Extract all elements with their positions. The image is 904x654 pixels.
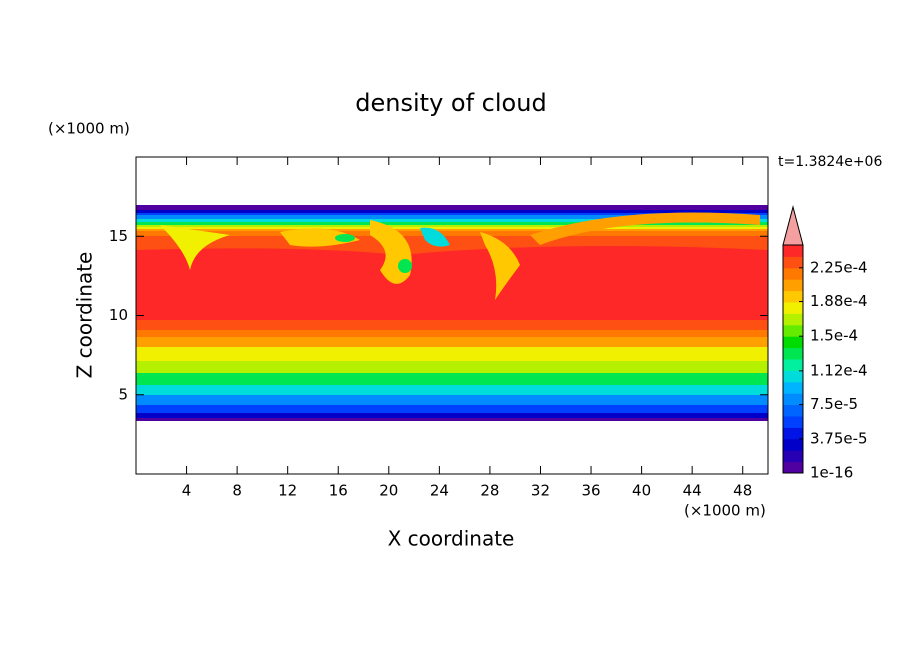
time-annotation: t=1.3824e+06 xyxy=(778,154,882,170)
x-tick-label: 28 xyxy=(480,482,499,500)
colorbar-swatch xyxy=(783,393,803,406)
y-tick-label: 15 xyxy=(109,227,128,245)
colorbar-swatch xyxy=(783,267,803,280)
colorbar-swatch xyxy=(783,461,803,474)
colorbar-swatch xyxy=(783,279,803,292)
field-band xyxy=(136,246,768,320)
colorbar-swatch xyxy=(783,324,803,337)
x-tick-label: 44 xyxy=(683,482,702,500)
colorbar-tick-label: 3.75e-5 xyxy=(810,429,868,447)
chart-title: density of cloud xyxy=(355,89,546,117)
colorbar-swatch xyxy=(783,404,803,417)
colorbar-tick-label: 1e-16 xyxy=(810,464,853,482)
colorbar-swatch xyxy=(783,347,803,360)
field-swirl xyxy=(280,228,360,247)
colorbar-swatch xyxy=(783,416,803,428)
colorbar-extend xyxy=(782,205,804,246)
colorbar-tick-label: 1.12e-4 xyxy=(810,361,868,379)
contour-field xyxy=(136,205,768,421)
x-tick-label: 20 xyxy=(379,482,398,500)
colorbar-tick-label: 7.5e-5 xyxy=(810,395,858,413)
colorbar-swatch xyxy=(783,450,803,463)
x-tick-label: 40 xyxy=(632,482,651,500)
colorbar-tick-label: 1.88e-4 xyxy=(810,292,868,310)
x-tick-label: 48 xyxy=(733,482,752,500)
x-tick-label: 16 xyxy=(329,482,348,500)
colorbar-swatch xyxy=(783,290,803,303)
y-axis-label: Z coordinate xyxy=(73,252,97,379)
field-swirl xyxy=(398,259,412,273)
colorbar-tick-label: 1.5e-4 xyxy=(810,327,858,345)
x-tick-label: 32 xyxy=(531,482,550,500)
x-tick-label: 24 xyxy=(430,482,449,500)
colorbar-swatch xyxy=(783,427,803,440)
x-tick-label: 12 xyxy=(278,482,297,500)
x-axis-label: X coordinate xyxy=(388,527,515,551)
field-swirl xyxy=(480,232,520,300)
y-tick-label: 10 xyxy=(109,306,128,324)
field-swirl xyxy=(160,225,230,270)
colorbar-swatch xyxy=(783,381,803,394)
x-tick-label: 4 xyxy=(182,482,192,500)
colorbar-tick-label: 2.25e-4 xyxy=(810,258,868,276)
colorbar-swatch xyxy=(783,245,803,257)
colorbar-swatch xyxy=(783,313,803,326)
field-swirl xyxy=(420,227,450,247)
colorbar-swatch xyxy=(783,302,803,314)
colorbar-swatch xyxy=(783,256,803,269)
colorbar-swatch xyxy=(783,370,803,383)
field-swirl xyxy=(335,234,355,242)
y-tick-label: 5 xyxy=(118,385,128,403)
colorbar-swatch xyxy=(783,359,803,371)
x-unit: (×1000 m) xyxy=(684,502,766,520)
field-swirl xyxy=(530,212,760,245)
x-tick-label: 8 xyxy=(232,482,242,500)
colorbar-swatch xyxy=(783,336,803,349)
colorbar-swatch xyxy=(783,438,803,451)
colorbar-frame xyxy=(782,244,804,474)
y-unit: (×1000 m) xyxy=(48,120,130,138)
x-tick-label: 36 xyxy=(581,482,600,500)
